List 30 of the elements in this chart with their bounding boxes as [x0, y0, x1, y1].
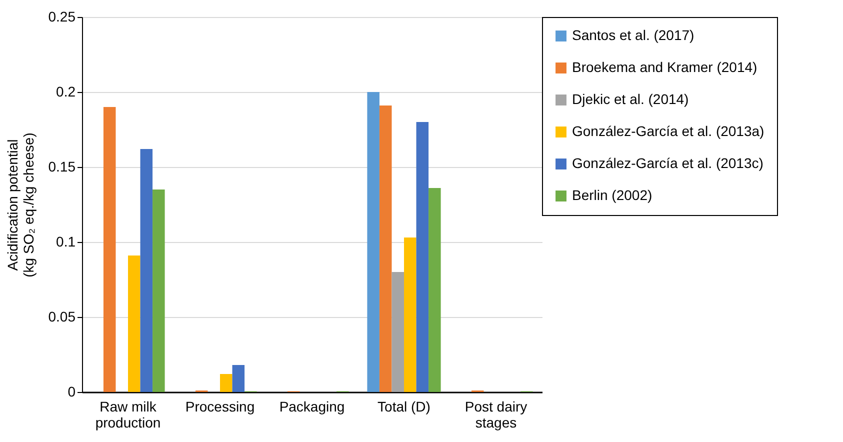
y-tick-label: 0.25 [48, 8, 76, 24]
x-tick-label: Packaging [279, 398, 345, 414]
bar [140, 149, 153, 392]
y-tick-label: 0.15 [48, 158, 76, 174]
bar [152, 190, 165, 392]
y-axis-title: Acidification potential (kg SO₂ eq./kg cheese) [4, 132, 36, 278]
y-tick-label: 0.2 [56, 84, 76, 100]
y-tick-label: 0.05 [48, 308, 76, 324]
y-tick-label: 0 [68, 384, 76, 400]
x-tick-label: Raw milk production [95, 398, 161, 430]
legend-label: Santos et al. (2017) [572, 27, 694, 43]
x-tick-label: Total (D) [378, 398, 430, 414]
bar [232, 365, 245, 392]
legend-label: Berlin (2002) [572, 187, 652, 203]
legend-label: González-García et al. (2013c) [572, 155, 764, 171]
bar [428, 188, 441, 392]
legend-label: González-García et al. (2013a) [572, 123, 764, 139]
bar [392, 272, 404, 392]
bar [367, 92, 380, 392]
legend-label: Broekema and Kramer (2014) [572, 59, 758, 75]
bar [128, 256, 140, 392]
x-tick-label: Post dairy stages [464, 398, 528, 430]
bar [220, 374, 232, 392]
y-tick-label: 0.1 [56, 234, 76, 250]
x-tick-label: Processing [185, 398, 255, 414]
bar [416, 122, 429, 392]
bar [404, 238, 416, 392]
bar [379, 106, 392, 392]
bar [103, 107, 116, 392]
legend-label: Djekic et al. (2014) [572, 91, 689, 107]
